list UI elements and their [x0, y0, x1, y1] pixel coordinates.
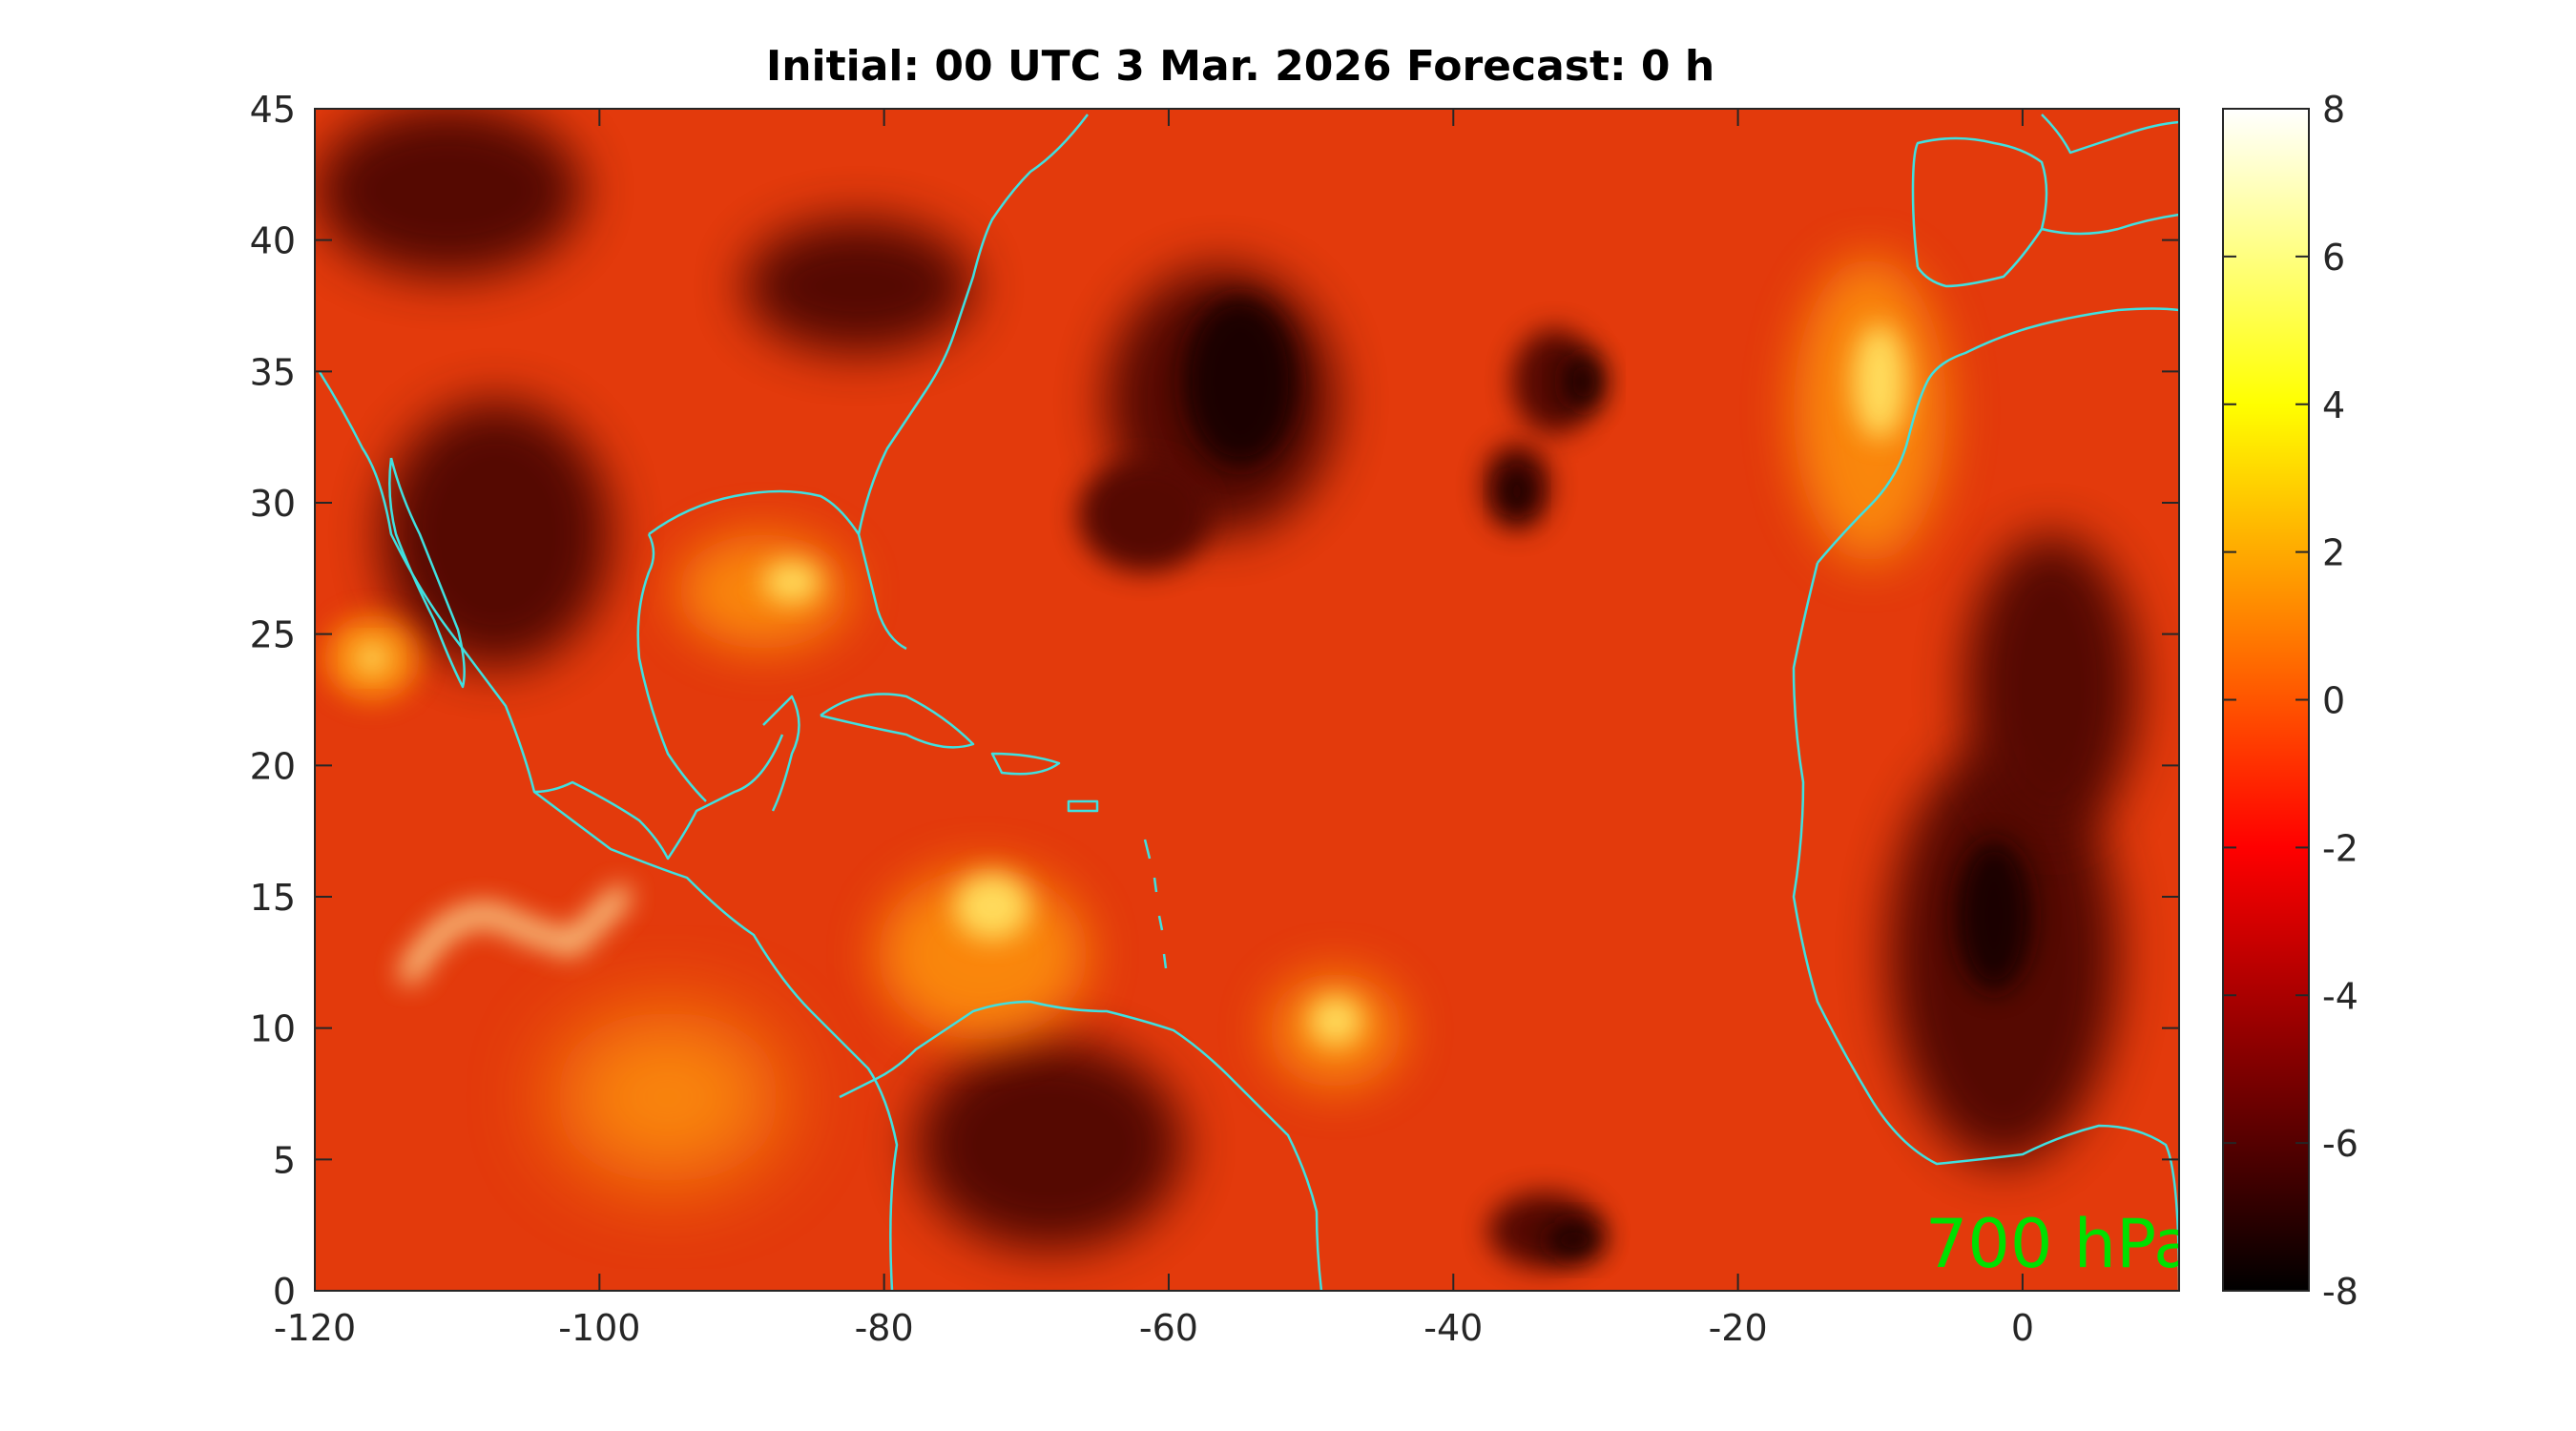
y-tick-label: 35	[250, 351, 296, 393]
y-tick-label: 25	[250, 614, 296, 656]
colorbar-tick-label: -4	[2322, 975, 2358, 1017]
level-label: 700 hPa	[1925, 1205, 2194, 1283]
colorbar-tick-label: -2	[2322, 827, 2358, 869]
plot-area: 700 hPa	[315, 109, 2194, 1291]
y-tick-label: 15	[250, 877, 296, 919]
y-tick-label: 30	[250, 483, 296, 525]
x-tick-label: -20	[1709, 1307, 1768, 1349]
colorbar-tick-label: 0	[2322, 680, 2345, 722]
y-tick-label: 40	[250, 220, 296, 262]
y-tick-label: 0	[273, 1271, 296, 1313]
colorbar-tick-label: 6	[2322, 237, 2345, 279]
plot-frame	[314, 108, 2180, 1292]
x-tick-label: -120	[274, 1307, 356, 1349]
colorbar	[2222, 108, 2310, 1292]
coastlines	[318, 114, 2179, 1291]
x-tick-label: 0	[2011, 1307, 2034, 1349]
colorbar-tick-label: 2	[2322, 532, 2345, 574]
colorbar-ticks: 8 6 4 2 0 -2 -4 -6 -8	[2223, 89, 2358, 1313]
y-tick-label: 20	[250, 745, 296, 787]
colorbar-tick-label: 4	[2322, 384, 2345, 426]
y-tick-label: 10	[250, 1008, 296, 1050]
colorbar-tick-label: -6	[2322, 1123, 2358, 1165]
chart-title: Initial: 00 UTC 3 Mar. 2026 Forecast: 0 …	[766, 42, 1714, 91]
field-hot-cores	[355, 324, 1906, 1046]
y-axis: 0 5 10 15 20 25 30 35 40 45	[250, 89, 2179, 1313]
colorbar-tick-label: -8	[2322, 1271, 2358, 1313]
y-tick-label: 5	[273, 1139, 296, 1181]
x-axis: -120 -100 -80 -60 -40 -20 0	[274, 109, 2034, 1349]
field-warm-streak	[400, 886, 631, 984]
field-dark-cores	[1183, 296, 2032, 1259]
y-tick-label: 45	[250, 89, 296, 131]
x-tick-label: -60	[1139, 1307, 1198, 1349]
colorbar-tick-label: 8	[2322, 89, 2345, 131]
x-tick-label: -40	[1423, 1307, 1483, 1349]
x-tick-label: -100	[558, 1307, 640, 1349]
x-tick-label: -80	[855, 1307, 914, 1349]
